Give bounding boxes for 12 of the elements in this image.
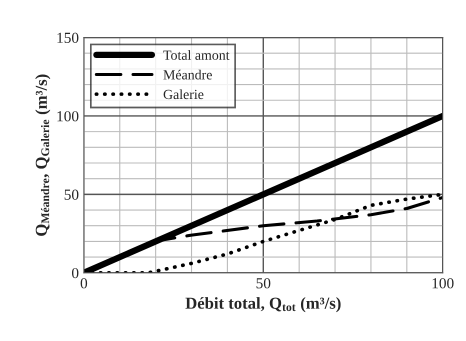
legend-label: Total amont (163, 50, 230, 60)
y-tick-label: 150 (57, 32, 78, 43)
x-tick-label: 50 (256, 278, 270, 288)
x-axis-title: Débit total, Q$_{tot}$ (m³/s) (186, 297, 341, 312)
y-tick-label: 50 (64, 190, 78, 200)
x-tick-label: 0 (80, 278, 88, 288)
x-tick-label: 100 (432, 278, 454, 288)
y-tick-label: 0 (72, 268, 78, 278)
y-tick-label: 100 (57, 111, 78, 122)
legend-label: Méandre (163, 70, 212, 80)
legend-label: Galerie (164, 89, 204, 100)
y-axis-title: Q$_{Méandre}$, Q$_{Galerie}$ (m³/s) (35, 74, 50, 236)
